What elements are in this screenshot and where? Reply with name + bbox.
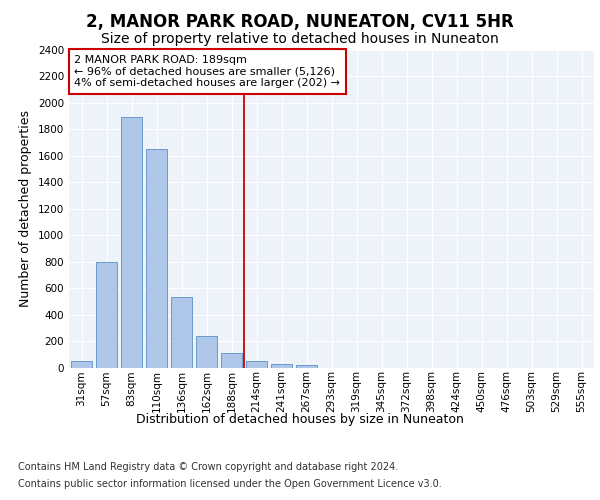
Text: 2 MANOR PARK ROAD: 189sqm
← 96% of detached houses are smaller (5,126)
4% of sem: 2 MANOR PARK ROAD: 189sqm ← 96% of detac… [74, 55, 340, 88]
Bar [196, 336, 217, 368]
Bar [271, 364, 292, 368]
Text: 2, MANOR PARK ROAD, NUNEATON, CV11 5HR: 2, MANOR PARK ROAD, NUNEATON, CV11 5HR [86, 12, 514, 30]
Text: Distribution of detached houses by size in Nuneaton: Distribution of detached houses by size … [136, 412, 464, 426]
Bar [146, 149, 167, 368]
Bar [171, 298, 192, 368]
Bar [296, 365, 317, 368]
Bar [96, 262, 117, 368]
Bar [246, 361, 267, 368]
Bar [221, 353, 242, 368]
Y-axis label: Number of detached properties: Number of detached properties [19, 110, 32, 307]
Bar [121, 118, 142, 368]
Text: Contains HM Land Registry data © Crown copyright and database right 2024.: Contains HM Land Registry data © Crown c… [18, 462, 398, 472]
Bar [71, 361, 92, 368]
Text: Size of property relative to detached houses in Nuneaton: Size of property relative to detached ho… [101, 32, 499, 46]
Text: Contains public sector information licensed under the Open Government Licence v3: Contains public sector information licen… [18, 479, 442, 489]
